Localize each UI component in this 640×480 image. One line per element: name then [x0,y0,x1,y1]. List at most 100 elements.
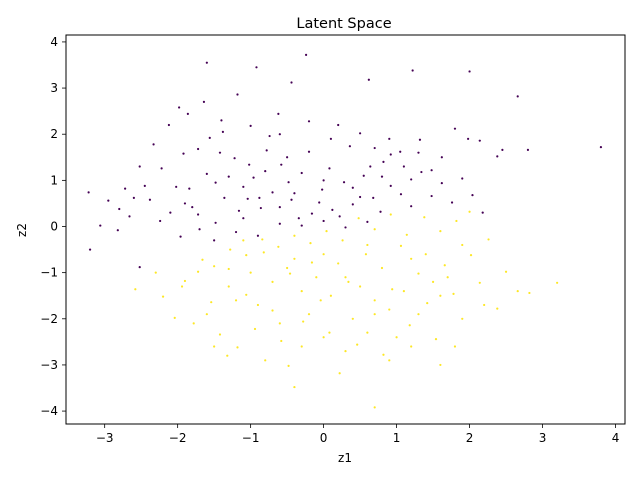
scatter-point [229,248,232,251]
scatter-point [440,182,443,185]
scatter-point [417,313,420,316]
scatter-point [261,238,264,241]
y-tick-label: −4 [40,404,58,418]
scatter-point [366,220,369,223]
points-layer [87,53,603,409]
scatter-point [471,194,474,197]
scatter-point [599,146,603,149]
scatter-point [218,151,222,154]
scatter-point [178,106,181,109]
scatter-point [418,138,422,141]
x-tick-label: −3 [96,431,114,445]
scatter-point [264,170,267,173]
scatter-point [331,208,334,211]
scatter-point [337,262,340,265]
scatter-point [382,353,385,356]
scatter-point [310,261,314,264]
scatter-point [300,345,303,348]
scatter-point [252,176,255,179]
scatter-point [348,145,351,148]
scatter-point [116,229,119,232]
scatter-point [319,299,322,302]
scatter-point [128,215,131,218]
scatter-point [300,171,303,175]
scatter-point [138,165,141,168]
scatter-point [528,291,531,295]
scatter-point [501,148,504,151]
scatter-point [309,242,312,245]
scatter-point [242,239,245,242]
scatter-point [138,266,141,269]
scatter-point [417,272,420,275]
scatter-point [148,198,152,201]
scatter-point [359,132,362,135]
scatter-point [356,343,359,346]
scatter-point [218,333,222,336]
scatter-point [410,205,413,208]
scatter-point [277,112,280,116]
scatter-point [246,197,249,200]
ticks-layer: −3 −2 −1 0 1 2 3 4 −4 −3 −2 −1 0 1 2 3 4 [40,35,619,445]
scatter-point [134,288,137,291]
y-tick-label: −3 [40,358,58,372]
scatter-point [167,123,170,127]
scatter-point [504,270,508,273]
scatter-point [249,271,252,274]
scatter-point [410,345,413,348]
scatter-point [202,100,206,104]
scatter-point [369,165,372,168]
scatter-point [382,160,385,163]
scatter-point [196,213,200,216]
scatter-point [328,167,331,170]
scatter-point [408,324,411,327]
scatter-point [431,280,435,283]
plot-frame [65,34,626,425]
scatter-point [287,181,290,184]
scatter-point [159,219,162,223]
scatter-point [300,224,303,227]
scatter-point [410,178,413,181]
scatter-point [322,336,325,339]
scatter-point [430,169,433,172]
scatter-point [302,320,305,323]
scatter-point [175,185,178,188]
scatter-point [248,163,251,166]
scatter-point [214,181,217,184]
scatter-point [367,78,370,81]
scatter-point [399,150,402,153]
scatter-point [278,206,281,209]
scatter-point [180,285,184,288]
scatter-point [516,95,519,98]
scatter-point [288,272,292,275]
scatter-point [450,201,454,204]
scatter-point [496,155,499,158]
scatter-point [234,299,238,302]
scatter-point [410,257,413,260]
scatter-point [286,266,289,270]
scatter-point [344,276,347,279]
scatter-point [245,254,248,257]
scatter-point [87,191,90,194]
scatter-point [290,198,293,201]
scatter-point [245,293,248,296]
scatter-point [196,270,200,273]
scatter-point [188,187,191,190]
scatter-point [424,253,427,256]
scatter-point [468,70,471,73]
scatter-point [173,316,176,319]
scatter-point [364,253,368,256]
scatter-point [223,196,226,199]
scatter-point [192,322,195,325]
scatter-point [420,170,423,174]
scatter-point [132,196,135,199]
scatter-point [430,194,433,198]
scatter-point [443,264,446,267]
scatter-point [373,313,376,316]
scatter-point [154,271,157,274]
scatter-point [439,363,442,367]
scatter-point [160,167,163,170]
scatter-point [304,53,308,56]
scatter-point [417,151,420,154]
y-tick-label: −2 [40,312,58,326]
